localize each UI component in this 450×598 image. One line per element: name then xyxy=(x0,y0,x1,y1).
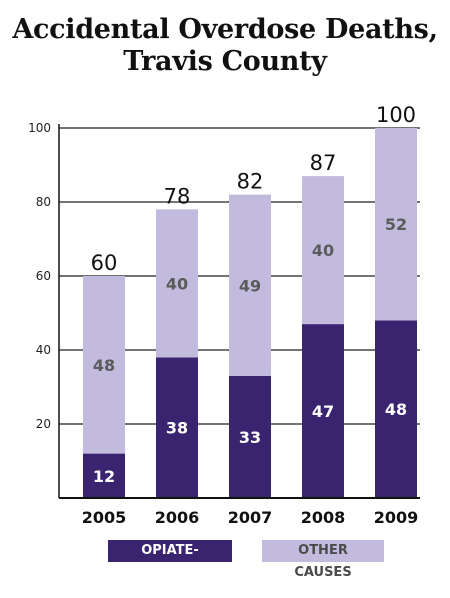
x-tick-label-2005: 2005 xyxy=(82,508,127,527)
total-label-2009: 100 xyxy=(376,103,416,127)
bar-2007-other xyxy=(229,194,271,376)
bar-2006-opiate xyxy=(156,357,198,498)
data-label-2007-other: 49 xyxy=(239,276,261,295)
data-label-2006-opiate: 38 xyxy=(166,419,188,438)
chart-title-line-1: Accidental Overdose Deaths, xyxy=(12,14,438,45)
bar-2009-other xyxy=(375,128,417,321)
bar-2006-other xyxy=(156,209,198,358)
total-label-2005: 60 xyxy=(91,251,118,275)
data-label-2008-other: 40 xyxy=(312,241,334,260)
x-tick-label-2008: 2008 xyxy=(301,508,346,527)
chart-title: Accidental Overdose Deaths, Travis Count… xyxy=(0,14,450,78)
data-label-2005-other: 48 xyxy=(93,356,115,375)
data-label-2006-other: 40 xyxy=(166,274,188,293)
y-tick-label-100: 100 xyxy=(28,121,51,135)
y-tick-label-20: 20 xyxy=(36,417,51,431)
data-label-2009-other: 52 xyxy=(385,215,407,234)
chart-title-line-2: Travis County xyxy=(123,46,327,77)
total-label-2008: 87 xyxy=(310,151,337,175)
legend-item-opiate-caused: OPIATE-CAUSED xyxy=(108,540,232,580)
x-tick-label-2007: 2007 xyxy=(228,508,273,527)
y-tick-label-80: 80 xyxy=(36,195,51,209)
total-label-2006: 78 xyxy=(164,184,191,208)
data-label-2005-opiate: 12 xyxy=(93,467,115,486)
x-tick-label-2009: 2009 xyxy=(374,508,419,527)
data-label-2008-opiate: 47 xyxy=(312,402,334,421)
legend-item-other-causes: OTHER CAUSES xyxy=(262,540,384,580)
data-label-2009-opiate: 48 xyxy=(385,400,407,419)
bar-2008-other xyxy=(302,176,344,325)
bar-2005-opiate xyxy=(83,453,125,498)
bar-2009-opiate xyxy=(375,320,417,498)
bar-2007-opiate xyxy=(229,375,271,498)
bar-2008-opiate xyxy=(302,324,344,498)
data-label-2007-opiate: 33 xyxy=(239,428,261,447)
y-tick-label-60: 60 xyxy=(36,269,51,283)
bar-2005-other xyxy=(83,276,125,454)
total-label-2007: 82 xyxy=(237,170,264,194)
x-tick-label-2006: 2006 xyxy=(155,508,200,527)
y-tick-label-40: 40 xyxy=(36,343,51,357)
